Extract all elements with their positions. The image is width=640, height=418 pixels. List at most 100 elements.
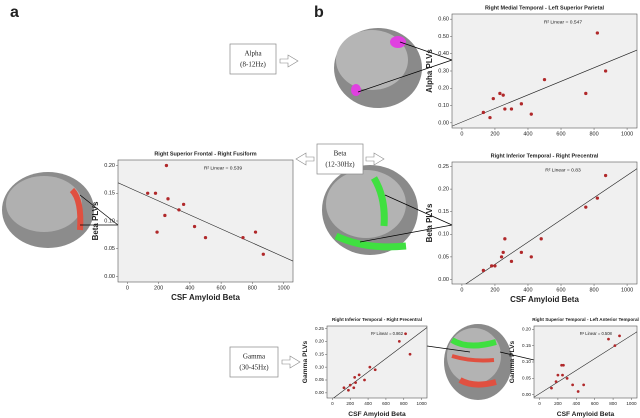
y-tick-label: 0.05 [522, 376, 531, 381]
x-tick-label: 1000 [417, 401, 428, 406]
point [603, 173, 608, 178]
fit-label: R² Linear = 0.508 [580, 331, 613, 336]
x-tick-label: 1000 [278, 285, 290, 291]
x-tick-label: 800 [589, 287, 598, 293]
point [501, 250, 505, 255]
point [529, 112, 533, 116]
point [241, 235, 245, 240]
x-tick-label: 400 [364, 401, 372, 406]
chart-title: Right Medial Temporal - Left Superior Pa… [485, 5, 605, 11]
point [491, 96, 495, 101]
point [576, 390, 580, 393]
fit-line [333, 327, 427, 398]
scatter-chart: Right Inferior Temporal - Right Precentr… [425, 153, 638, 304]
scatter-chart: Right Superior Temporal - Left Anterior … [509, 317, 639, 418]
y-tick-label: 0.05 [315, 377, 324, 382]
y-tick-label: 0.00 [438, 277, 449, 283]
x-tick-label: 400 [523, 131, 532, 137]
band-range: (8-12Hz) [240, 61, 266, 69]
y-tick-label: 0.25 [315, 326, 324, 331]
y-tick-label: 0.20 [522, 326, 531, 331]
point [493, 264, 497, 268]
band-box: Beta (12-30Hz) [295, 143, 385, 175]
x-tick-label: 400 [185, 285, 194, 291]
y-tick-label: 0.30 [438, 68, 449, 74]
x-tick-label: 200 [490, 287, 499, 293]
point [203, 235, 208, 240]
point [519, 250, 524, 255]
fit-label: R² Linear = 0.547 [544, 19, 583, 25]
y-tick-label: 0.05 [104, 246, 115, 252]
x-tick-label: 0 [538, 401, 541, 406]
y-tick-label: 0.15 [522, 343, 531, 348]
point [562, 363, 565, 367]
point [181, 202, 186, 207]
point [354, 381, 357, 384]
panel-label: a [10, 4, 19, 21]
brain-beta-b [322, 165, 453, 255]
point [153, 191, 158, 195]
point [481, 110, 486, 115]
point [363, 378, 366, 382]
point [397, 340, 401, 343]
point [603, 69, 608, 73]
point [177, 208, 181, 212]
x-tick-label: 200 [154, 285, 163, 291]
point [352, 386, 356, 390]
y-tick-label: 0.05 [438, 254, 449, 260]
point [542, 77, 547, 82]
point [501, 93, 505, 97]
point [571, 383, 575, 387]
point [509, 107, 514, 111]
x-tick-label: 800 [400, 401, 408, 406]
x-tick-label: 1000 [626, 401, 637, 406]
band-range: (30-45Hz) [239, 364, 269, 372]
x-tick-label: 600 [217, 285, 226, 291]
y-tick-label: 0.00 [438, 120, 449, 126]
plot-area [451, 13, 638, 129]
y-tick-label: 0.20 [438, 187, 449, 193]
x-axis-label: CSF Amyloid Beta [557, 411, 615, 418]
point [253, 230, 258, 234]
point [539, 237, 543, 241]
fit-line [465, 168, 637, 284]
y-tick-label: 0.15 [438, 209, 449, 215]
band-range: (12-30Hz) [325, 161, 355, 169]
plot-area [451, 161, 638, 285]
brain-gamma [426, 324, 535, 400]
point [155, 230, 159, 234]
point [613, 344, 617, 348]
point [561, 373, 564, 377]
x-tick-label: 200 [490, 131, 499, 137]
y-axis-label: Beta PLVs [91, 201, 100, 240]
fit-label: R² Linear = 0.862 [371, 331, 404, 336]
band-name: Beta [334, 150, 348, 158]
fit-label: R² Linear = 0.83 [545, 167, 581, 173]
x-tick-label: 0 [126, 285, 129, 291]
chart-title: Right Superior Temporal - Left Anterior … [532, 317, 639, 322]
point [529, 255, 533, 259]
x-tick-label: 400 [523, 287, 532, 293]
fit-line [534, 331, 637, 398]
point [347, 388, 350, 392]
y-axis-label: Alpha PLVs [425, 49, 434, 93]
point [357, 373, 361, 377]
x-axis-label: CSF Amyloid Beta [348, 411, 406, 418]
x-tick-label: 0 [460, 287, 463, 293]
band-name: Alpha [244, 50, 262, 58]
band-box: Alpha (8-12Hz) [229, 43, 299, 75]
point [498, 91, 502, 96]
point [582, 383, 586, 387]
point [488, 115, 492, 120]
x-axis-label: CSF Amyloid Beta [510, 295, 579, 304]
y-axis-label: Gamma PLVs [509, 340, 516, 383]
x-tick-label: 800 [609, 401, 617, 406]
y-tick-label: 0.10 [315, 364, 324, 369]
point [607, 337, 610, 341]
x-tick-label: 1000 [621, 131, 633, 137]
scatter-chart: Right Inferior Temporal - Right Precentr… [302, 317, 428, 418]
y-tick-label: 0.00 [522, 392, 531, 397]
point [489, 264, 494, 268]
brain-alpha [334, 28, 453, 108]
point [503, 107, 507, 111]
